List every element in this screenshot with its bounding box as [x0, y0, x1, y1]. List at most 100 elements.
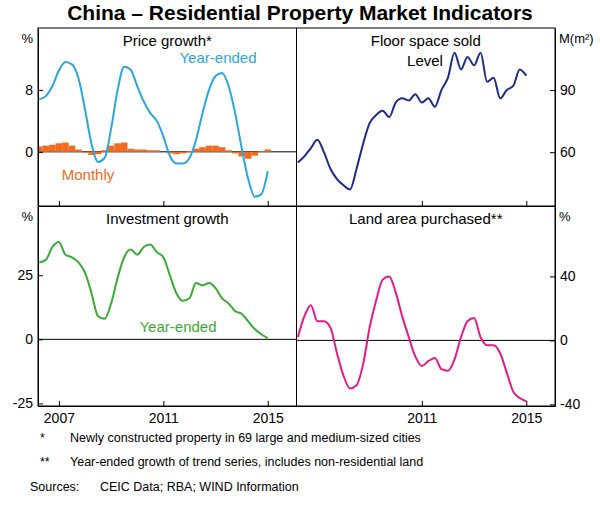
bar: [180, 152, 187, 154]
bar: [147, 150, 154, 152]
tick-mark: [422, 401, 423, 406]
axis-line: [38, 29, 39, 207]
sources-label: Sources:: [30, 480, 79, 494]
sources-text: CEIC Data; RBA; WIND Information: [100, 480, 299, 494]
tick-label: 2007: [44, 410, 75, 426]
tick: [163, 201, 164, 206]
chart-svg: China – Residential Property Market Indi…: [0, 0, 600, 507]
tick: [59, 201, 60, 206]
bar: [225, 150, 232, 152]
bar: [43, 146, 50, 152]
panel-title: Investment growth: [106, 210, 229, 227]
tick-mark: [38, 152, 43, 153]
panel-title: Floor space sold: [371, 32, 481, 49]
bar: [258, 151, 265, 153]
tick-mark: [38, 90, 43, 91]
axis-unit: M(m²): [559, 31, 594, 46]
bar: [251, 152, 258, 156]
tick: 0: [25, 331, 43, 347]
panel-title: Land area purchased**: [349, 210, 503, 227]
series-label: Monthly: [62, 166, 115, 183]
tick-mark: [163, 401, 164, 406]
x-axis: [297, 201, 556, 207]
y-axis: -40 0 40: [550, 207, 580, 413]
axis-line: [297, 406, 556, 407]
y-axis: 60 90: [550, 29, 576, 207]
tick-mark: [268, 201, 269, 206]
title: China – Residential Property Market Indi…: [67, 1, 533, 24]
zero-line: [297, 340, 556, 341]
bar: [82, 151, 89, 153]
panel-divider: [296, 28, 297, 406]
tick-mark: [38, 403, 43, 404]
bar: [134, 150, 141, 152]
bar: [154, 150, 161, 152]
plot-area: [39, 242, 267, 338]
tick-label: 2011: [149, 410, 179, 426]
axis-unit: %: [21, 31, 33, 46]
tick: 2011: [149, 401, 179, 426]
bar: [69, 146, 76, 152]
footnote-mark: *: [40, 431, 45, 445]
tick-mark: [59, 401, 60, 406]
bar: [265, 150, 272, 152]
tick: 0: [25, 144, 43, 160]
tick-label: 0: [25, 144, 33, 160]
line: [298, 53, 526, 190]
tick-mark: [550, 276, 555, 277]
tick-mark: [38, 339, 43, 340]
tick-mark: [38, 275, 43, 276]
panel-divider: [38, 206, 555, 207]
tick: 2015: [511, 401, 542, 426]
bar: [206, 146, 213, 152]
tick-mark: [550, 152, 555, 153]
tick-label: 90: [560, 82, 576, 98]
tick: 2007: [44, 401, 75, 426]
tick-mark: [163, 201, 164, 206]
chart-container: China – Residential Property Market Indi…: [0, 0, 600, 507]
line: [298, 276, 526, 401]
tick: [526, 201, 527, 206]
tick: 2015: [253, 401, 284, 426]
tick: [268, 201, 269, 206]
line: [39, 62, 267, 197]
tick: 25: [17, 267, 43, 283]
footnote-mark: **: [40, 455, 50, 469]
tick: 40: [550, 268, 576, 284]
line: [39, 242, 267, 338]
bar: [121, 143, 128, 152]
bar: [108, 146, 115, 152]
y-axis: 08: [25, 29, 43, 207]
plot-frame: [38, 28, 555, 406]
axis-unit: %: [21, 209, 33, 224]
tick-mark: [550, 340, 555, 341]
bar: [160, 151, 167, 152]
axis-line: [555, 29, 556, 207]
panel: Year-endedInvestment growth%-25025200720…: [13, 207, 297, 426]
panel: Level Floor space sold M(m²) 60 90: [297, 29, 594, 207]
bar: [173, 152, 180, 154]
series-label: Level: [407, 52, 443, 69]
tick: 90: [550, 82, 576, 98]
tick-label: 60: [560, 144, 576, 160]
series-label: Year-ended: [139, 318, 216, 335]
tick: [422, 201, 423, 206]
tick-label: 40: [560, 268, 576, 284]
tick: 8: [25, 82, 43, 98]
x-axis: 2007 2011 2015: [39, 401, 298, 426]
bar: [62, 143, 69, 152]
y-axis: -25 0 25: [13, 207, 43, 412]
bar: [127, 149, 134, 152]
bar: [232, 152, 239, 154]
tick-label: 2011: [407, 410, 437, 426]
bar: [49, 145, 56, 152]
zero-line: [38, 339, 297, 340]
axis-line: [39, 206, 298, 207]
tick: 0: [550, 332, 568, 348]
footnote-text: Year-ended growth of trend series, inclu…: [70, 455, 423, 469]
tick-label: -25: [13, 395, 33, 411]
axis-line: [555, 207, 556, 407]
bar: [75, 150, 82, 152]
tick: -40: [550, 396, 580, 412]
panel: MonthlyYear-endedPrice growth*%08: [21, 29, 297, 207]
